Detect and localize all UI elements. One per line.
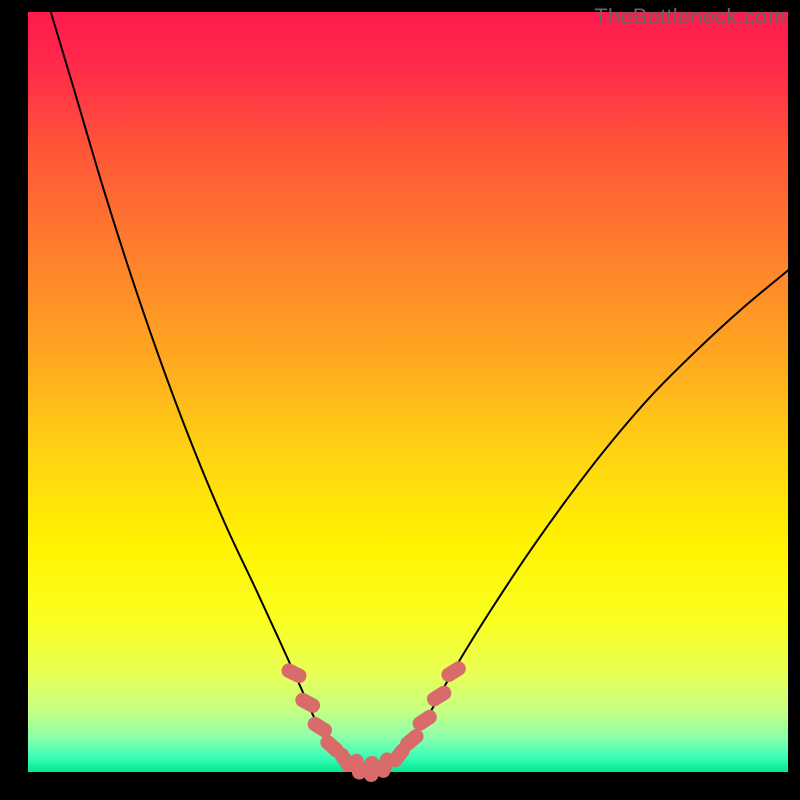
marker-pill [279, 661, 309, 685]
watermark-text: TheBottleneck.com [594, 4, 786, 30]
marker-pill [424, 683, 454, 709]
plot-area [28, 12, 788, 772]
marker-pill [439, 659, 469, 685]
marker-pill [293, 690, 323, 715]
bottleneck-curve [51, 12, 788, 770]
curve-layer [28, 12, 788, 772]
